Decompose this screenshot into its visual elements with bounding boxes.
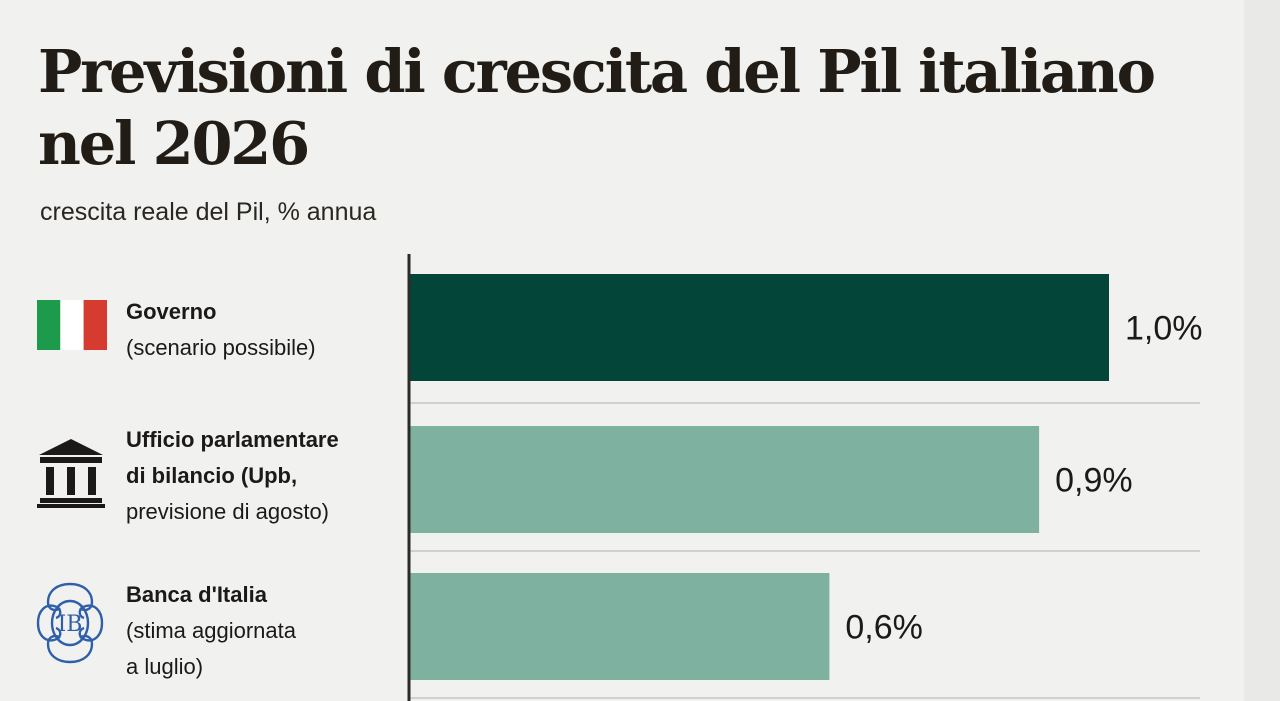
- row-name: di bilancio (Upb,: [126, 463, 298, 488]
- page-edge: [1244, 0, 1280, 701]
- row-detail: (scenario possibile): [126, 335, 316, 360]
- italy-flag-icon: [37, 300, 107, 350]
- bar-1: [410, 426, 1040, 533]
- value-label-2: 0,6%: [845, 609, 923, 647]
- row-name: Banca d'Italia: [126, 582, 267, 607]
- chart-title: Previsioni di crescita del Pil italiano …: [38, 37, 1156, 178]
- bar-2: [410, 573, 830, 680]
- row-label-banca-italia: Banca d'Italia (stima aggiornata a lugli…: [126, 577, 396, 685]
- row-label-governo: Governo (scenario possibile): [126, 294, 396, 366]
- row-name: Governo: [126, 299, 217, 324]
- parliament-building-icon: [37, 437, 105, 509]
- value-label-0: 1,0%: [1125, 310, 1203, 348]
- bar-chart: 1,0% 0,9% 0,6%: [407, 254, 1203, 701]
- row-detail: (stima aggiornata: [126, 618, 296, 643]
- bank-of-italy-logo-icon: IB: [34, 580, 106, 666]
- bar-0: [410, 274, 1109, 381]
- row-detail: a luglio): [126, 654, 204, 679]
- svg-text:IB: IB: [58, 612, 83, 637]
- chart-subtitle: crescita reale del Pil, % annua: [40, 198, 377, 226]
- row-detail: previsione di agosto): [126, 499, 330, 524]
- row-label-upb: Ufficio parlamentare di bilancio (Upb, p…: [126, 422, 396, 530]
- row-name: Ufficio parlamentare: [126, 427, 339, 452]
- value-label-1: 0,9%: [1055, 462, 1133, 500]
